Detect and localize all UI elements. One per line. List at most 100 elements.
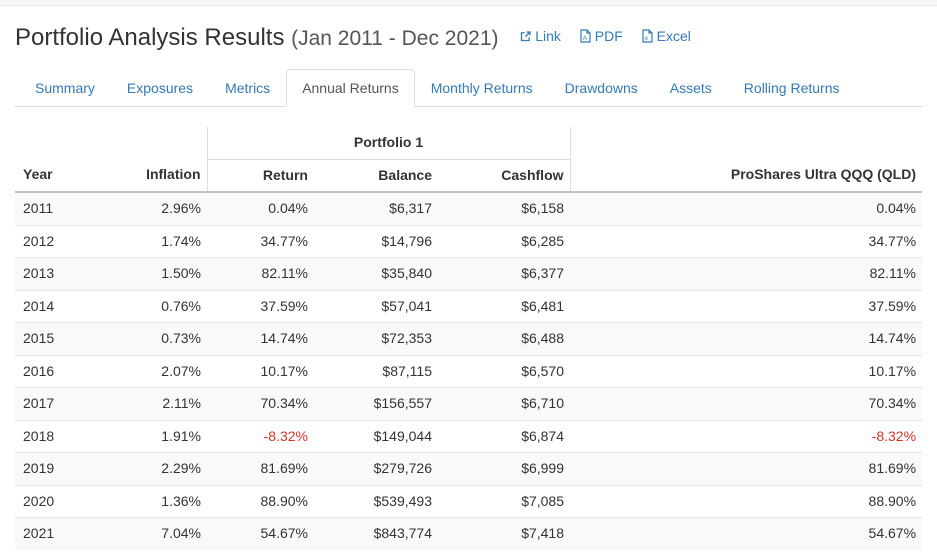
cell-cashflow: $6,570 bbox=[438, 354, 571, 388]
tab-assets[interactable]: Assets bbox=[669, 80, 712, 96]
share-link[interactable]: Link bbox=[519, 28, 561, 44]
tab-annual-returns[interactable]: Annual Returns bbox=[286, 69, 415, 107]
main-content: Portfolio Analysis Results (Jan 2011 - D… bbox=[0, 23, 937, 550]
cell-year: 2016 bbox=[15, 354, 105, 388]
cell-cashflow: $6,158 bbox=[521, 200, 565, 216]
cell-asset-return: 54.67% bbox=[570, 517, 923, 550]
cell-cashflow: $7,418 bbox=[438, 517, 571, 550]
table-row-2016: 2016 2.07% 10.17% $87,115 $6,570 10.17% bbox=[15, 354, 923, 388]
cell-year: 2015 bbox=[15, 322, 105, 355]
excel-link[interactable]: x Excel bbox=[641, 28, 691, 44]
cell-return: 88.90% bbox=[207, 484, 314, 518]
cell-asset-return: 37.59% bbox=[570, 289, 923, 323]
cell-inflation: 0.73% bbox=[105, 322, 207, 355]
tab-bar: Summary Exposures Metrics Annual Returns Mon… bbox=[15, 69, 922, 107]
cell-asset-return-negative: -8.32% bbox=[570, 419, 923, 453]
cell-cashflow: $6,285 bbox=[438, 224, 571, 258]
cell-inflation: 2.29% bbox=[105, 452, 207, 485]
pdf-link[interactable]: A PDF bbox=[579, 28, 623, 44]
group-header-row: Portfolio 1 bbox=[15, 127, 922, 160]
cell-return: 81.69% bbox=[207, 452, 314, 485]
cell-year: 2017 bbox=[15, 387, 105, 420]
page-title-text: Portfolio Analysis Results bbox=[15, 24, 285, 51]
col-header-year: Year bbox=[15, 159, 105, 193]
tab-exposures[interactable]: Exposures bbox=[126, 80, 194, 96]
tab-rolling-returns[interactable]: Rolling Returns bbox=[743, 80, 840, 96]
cell-asset-return: 82.11% bbox=[570, 257, 923, 290]
cell-cashflow: $6,481 bbox=[438, 289, 571, 323]
group-spacer bbox=[15, 127, 207, 159]
navbar-bottom-edge bbox=[0, 0, 937, 6]
table-row-2013: 2013 1.50% 82.11% $35,840 $6,377 82.11% bbox=[15, 257, 923, 290]
portfolio-group-header: Portfolio 1 bbox=[206, 127, 571, 160]
svg-text:x: x bbox=[644, 35, 648, 42]
cell-return-negative: -8.32% bbox=[207, 419, 314, 453]
cell-balance: $72,353 bbox=[314, 322, 438, 355]
cell-asset-return: 0.04% bbox=[876, 200, 917, 216]
cell-return: 14.74% bbox=[207, 322, 314, 355]
cell-year: 2013 bbox=[15, 257, 105, 290]
cell-return: 10.17% bbox=[207, 354, 314, 388]
cell-return: 37.59% bbox=[207, 289, 314, 323]
cell-asset-return: 14.74% bbox=[570, 322, 923, 355]
cell-balance: $843,774 bbox=[314, 517, 438, 550]
col-header-asset: ProShares Ultra QQQ (QLD) bbox=[570, 159, 923, 193]
cell-year: 2018 bbox=[15, 419, 105, 453]
cell-year: 2011 bbox=[23, 200, 54, 216]
table-row-2014: 2014 0.76% 37.59% $57,041 $6,481 37.59% bbox=[15, 289, 923, 323]
column-header-row: Year Inflation Return Balance Cashflow P… bbox=[15, 159, 923, 193]
table-row-2017: 2017 2.11% 70.34% $156,557 $6,710 70.34% bbox=[15, 387, 923, 420]
cell-asset-return: 34.77% bbox=[570, 224, 923, 258]
cell-balance: $156,557 bbox=[314, 387, 438, 420]
cell-balance: $279,726 bbox=[314, 452, 438, 485]
table-row-2011: 2011 2.96% 0.04% $6,317 $6,158 0.04% bbox=[15, 192, 923, 225]
page-subtitle: (Jan 2011 - Dec 2021) bbox=[291, 27, 499, 50]
cell-balance: $539,493 bbox=[314, 484, 438, 518]
cell-year: 2020 bbox=[15, 484, 105, 518]
cell-cashflow: $6,874 bbox=[438, 419, 571, 453]
pdf-file-icon: A bbox=[580, 29, 591, 43]
cell-asset-return: 10.17% bbox=[570, 354, 923, 388]
cell-return: 70.34% bbox=[207, 387, 314, 420]
cell-cashflow: $7,085 bbox=[438, 484, 571, 518]
cell-balance: $149,044 bbox=[314, 419, 438, 453]
cell-return: 34.77% bbox=[207, 224, 314, 258]
cell-inflation: 2.11% bbox=[105, 387, 207, 420]
cell-balance: $14,796 bbox=[314, 224, 438, 258]
cell-cashflow: $6,710 bbox=[438, 387, 571, 420]
cell-year: 2012 bbox=[15, 224, 105, 258]
cell-inflation: 1.50% bbox=[105, 257, 207, 290]
col-header-cashflow: Cashflow bbox=[438, 159, 571, 193]
cell-year: 2014 bbox=[15, 289, 105, 323]
cell-inflation: 0.76% bbox=[105, 289, 207, 323]
cell-inflation: 7.04% bbox=[105, 517, 207, 550]
cell-cashflow: $6,999 bbox=[438, 452, 571, 485]
excel-file-icon: x bbox=[642, 29, 653, 43]
cell-cashflow: $6,377 bbox=[438, 257, 571, 290]
excel-link-label: Excel bbox=[656, 28, 691, 44]
cell-asset-return: 88.90% bbox=[570, 484, 923, 518]
share-link-label: Link bbox=[535, 28, 561, 44]
tab-summary[interactable]: Summary bbox=[35, 80, 95, 96]
table-header: Portfolio 1 Year Inflation Return Balanc… bbox=[15, 127, 923, 193]
cell-inflation: 1.74% bbox=[105, 224, 207, 258]
table-row-2018: 2018 1.91% -8.32% $149,044 $6,874 -8.32% bbox=[15, 419, 923, 453]
cell-balance: $35,840 bbox=[314, 257, 438, 290]
header-links: Link A PDF x Excel bbox=[505, 28, 691, 48]
cell-year: 2021 bbox=[15, 517, 105, 550]
cell-balance: $57,041 bbox=[314, 289, 438, 323]
table-row-2021: 2021 7.04% 54.67% $843,774 $7,418 54.67% bbox=[15, 517, 923, 550]
cell-inflation: 2.07% bbox=[105, 354, 207, 388]
cell-cashflow: $6,488 bbox=[438, 322, 571, 355]
tab-monthly-returns[interactable]: Monthly Returns bbox=[430, 80, 533, 96]
cell-inflation: 1.91% bbox=[105, 419, 207, 453]
tab-drawdowns[interactable]: Drawdowns bbox=[564, 80, 638, 96]
cell-return: 54.67% bbox=[207, 517, 314, 550]
cell-return: 0.04% bbox=[268, 200, 308, 216]
col-header-return: Return bbox=[206, 159, 314, 193]
col-header-inflation: Inflation bbox=[105, 159, 207, 193]
tab-metrics[interactable]: Metrics bbox=[225, 80, 271, 96]
table-row-2020: 2020 1.36% 88.90% $539,493 $7,085 88.90% bbox=[15, 484, 923, 518]
pdf-link-label: PDF bbox=[594, 28, 623, 44]
cell-balance: $87,115 bbox=[314, 354, 438, 388]
